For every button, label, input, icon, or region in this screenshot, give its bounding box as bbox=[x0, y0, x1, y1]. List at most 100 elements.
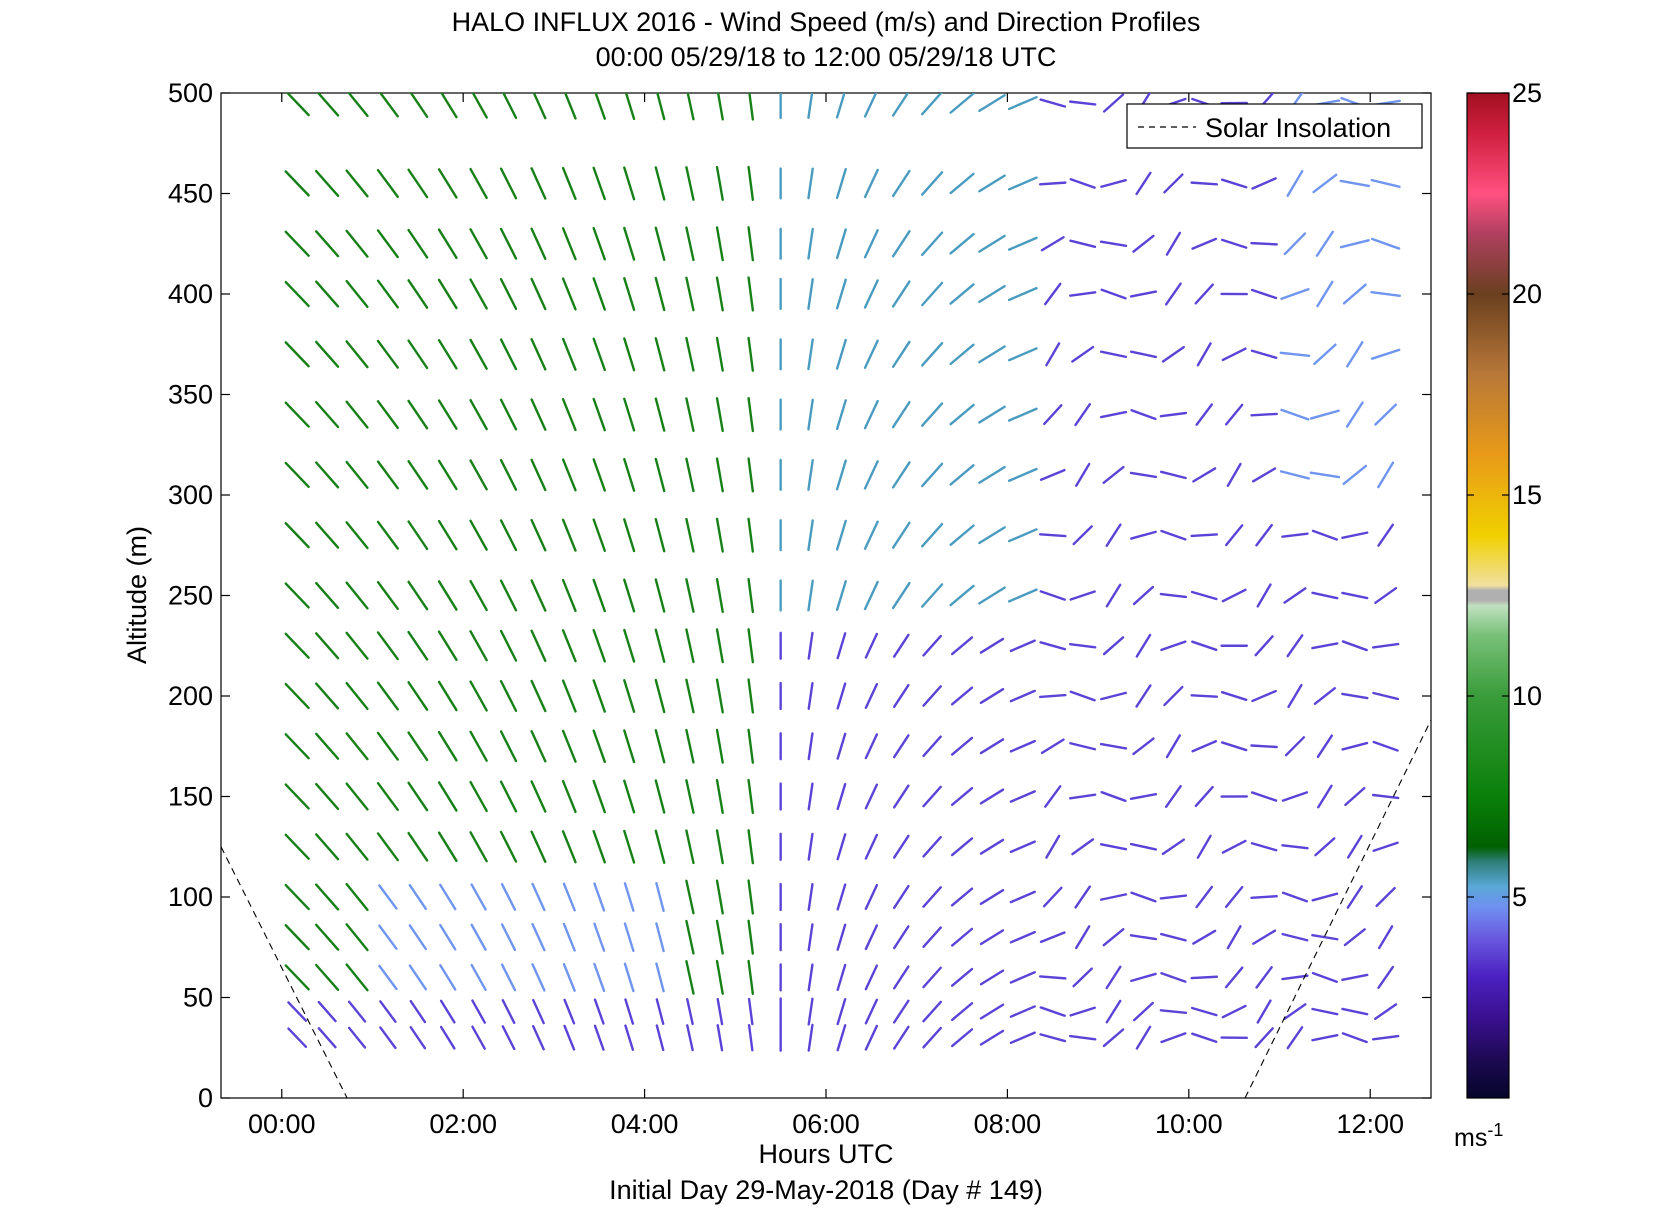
wind-vector bbox=[655, 922, 665, 953]
wind-vector bbox=[1256, 583, 1272, 608]
wind-vector bbox=[685, 166, 695, 201]
wind-vector bbox=[654, 678, 666, 714]
wind-vector bbox=[284, 230, 310, 257]
wind-vector bbox=[655, 882, 665, 912]
wind-vector bbox=[623, 679, 636, 713]
wind-vector bbox=[836, 923, 847, 951]
wind-vector bbox=[1069, 239, 1097, 249]
wind-vector bbox=[978, 405, 1006, 424]
wind-vector bbox=[284, 883, 310, 911]
wind-vector bbox=[864, 998, 879, 1025]
wind-vector bbox=[1007, 286, 1038, 302]
wind-vector bbox=[1135, 171, 1152, 196]
wind-vector bbox=[284, 582, 310, 609]
wind-vector bbox=[284, 280, 310, 308]
wind-vector bbox=[1316, 280, 1334, 308]
wind-vector bbox=[863, 279, 879, 309]
wind-vector bbox=[1309, 471, 1341, 479]
wind-vector bbox=[437, 278, 458, 310]
wind-vector bbox=[530, 780, 547, 813]
wind-vector bbox=[315, 230, 340, 258]
wind-vector bbox=[950, 1002, 974, 1022]
wind-vector bbox=[561, 830, 577, 864]
wind-vector bbox=[1159, 1009, 1188, 1015]
wind-vector bbox=[807, 458, 814, 491]
wind-vector bbox=[715, 457, 724, 493]
wind-vector bbox=[685, 960, 695, 995]
wind-vector bbox=[437, 339, 458, 370]
wind-vector bbox=[437, 168, 458, 199]
wind-vector bbox=[950, 636, 974, 656]
wind-vector bbox=[469, 459, 488, 491]
wind-vector bbox=[315, 340, 340, 368]
wind-vector bbox=[1195, 885, 1214, 909]
wind-vector bbox=[921, 171, 944, 196]
wind-vector bbox=[1129, 793, 1158, 800]
wind-vector bbox=[1284, 736, 1306, 757]
wind-vector bbox=[1105, 999, 1122, 1024]
wind-vector bbox=[863, 93, 878, 118]
colorbar-tick-label: 10 bbox=[1512, 681, 1542, 711]
wind-vector bbox=[592, 458, 606, 492]
wind-vector bbox=[715, 829, 724, 865]
wind-vector bbox=[685, 226, 695, 262]
wind-vector bbox=[1099, 240, 1128, 248]
wind-vector bbox=[623, 729, 636, 764]
wind-vector bbox=[686, 93, 695, 121]
wind-vector bbox=[376, 832, 399, 862]
wind-vector bbox=[1068, 291, 1097, 297]
wind-vector bbox=[1196, 342, 1212, 367]
wind-vector bbox=[500, 923, 517, 952]
wind-vector bbox=[437, 459, 458, 491]
wind-vector bbox=[561, 679, 577, 713]
wind-vector bbox=[1007, 588, 1038, 603]
wind-vector bbox=[1311, 1034, 1339, 1042]
wind-vector bbox=[979, 788, 1005, 805]
wind-vector bbox=[891, 169, 911, 198]
wind-vector bbox=[499, 398, 518, 431]
wind-vector bbox=[1043, 404, 1063, 426]
wind-vector bbox=[1371, 237, 1401, 250]
wind-vector bbox=[376, 339, 399, 369]
wind-vector bbox=[1069, 178, 1096, 189]
x-tick-label: 12:00 bbox=[1336, 1109, 1404, 1139]
x-tick-label: 04:00 bbox=[611, 1109, 679, 1139]
wind-vector bbox=[1346, 834, 1363, 859]
wind-vector bbox=[624, 998, 635, 1025]
wind-vector bbox=[623, 397, 636, 432]
wind-vector bbox=[407, 831, 429, 862]
wind-vector bbox=[863, 229, 879, 259]
wind-vector bbox=[499, 730, 518, 763]
wind-vector bbox=[747, 678, 755, 714]
wind-vector bbox=[469, 278, 488, 310]
wind-vector bbox=[892, 784, 910, 809]
wind-vector bbox=[685, 517, 695, 553]
wind-vector bbox=[979, 969, 1005, 986]
wind-vector bbox=[1226, 462, 1242, 488]
wind-vector bbox=[1100, 790, 1127, 803]
wind-vector bbox=[284, 341, 310, 368]
wind-vector bbox=[499, 458, 518, 491]
wind-vector bbox=[685, 678, 695, 714]
wind-vector bbox=[1069, 742, 1097, 751]
wind-vector bbox=[469, 730, 488, 762]
wind-vector bbox=[284, 401, 310, 428]
y-tick-label: 500 bbox=[168, 78, 213, 108]
wind-vector bbox=[1159, 592, 1188, 599]
wind-vector bbox=[345, 782, 369, 811]
wind-vector bbox=[593, 998, 605, 1025]
wind-vector bbox=[950, 837, 974, 857]
wind-vector bbox=[284, 170, 310, 197]
wind-vector bbox=[345, 460, 369, 489]
wind-vector bbox=[345, 521, 369, 550]
wind-vector bbox=[379, 1000, 397, 1023]
wind-vector bbox=[439, 999, 456, 1024]
wind-vector bbox=[978, 526, 1006, 545]
wind-vector bbox=[439, 1025, 456, 1050]
wind-vector bbox=[685, 829, 695, 865]
wind-vector bbox=[1281, 932, 1309, 942]
wind-vector bbox=[469, 398, 488, 431]
wind-vector bbox=[1251, 177, 1277, 190]
wind-vector bbox=[1099, 350, 1128, 359]
wind-vector bbox=[1252, 467, 1277, 483]
